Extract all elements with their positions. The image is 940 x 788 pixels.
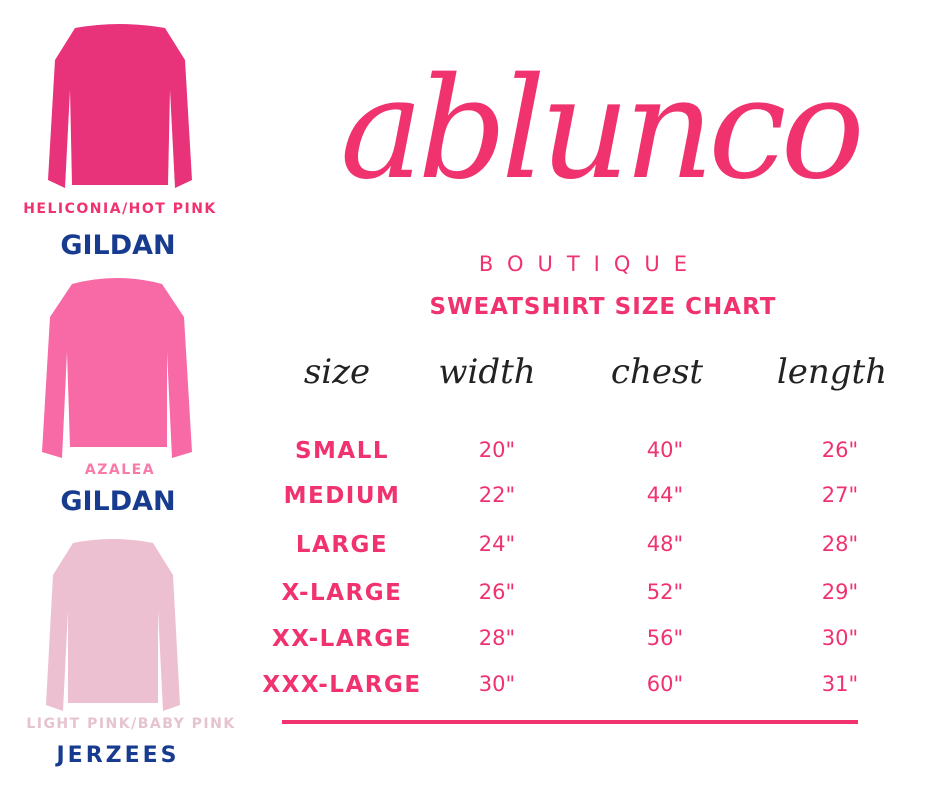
gildan-logo: GILDAN — [60, 486, 176, 517]
ablunco-logo: ablunco — [340, 48, 865, 211]
divider-line — [282, 720, 858, 724]
cell-chest: 60" — [646, 672, 684, 696]
cell-size: XXX-LARGE — [262, 672, 422, 698]
header-width: width — [438, 352, 536, 392]
cell-size: LARGE — [295, 532, 389, 558]
chart-title: SWEATSHIRT SIZE CHART — [429, 294, 777, 320]
cell-chest: 40" — [646, 438, 684, 462]
hot-pink-sweatshirt-image — [48, 24, 192, 188]
color-name-light-pink: LIGHT PINK/BABY PINK — [26, 716, 236, 732]
cell-width: 20" — [478, 438, 516, 462]
cell-length: 27" — [821, 483, 859, 507]
cell-chest: 44" — [646, 483, 684, 507]
cell-chest: 52" — [646, 580, 684, 604]
cell-size: MEDIUM — [283, 483, 401, 509]
cell-width: 28" — [478, 626, 516, 650]
cell-width: 30" — [478, 672, 516, 696]
cell-width: 26" — [478, 580, 516, 604]
cell-chest: 56" — [646, 626, 684, 650]
cell-size: XX-LARGE — [272, 626, 412, 652]
cell-length: 31" — [821, 672, 859, 696]
cell-length: 29" — [821, 580, 859, 604]
header-size: size — [303, 352, 371, 392]
cell-length: 26" — [821, 438, 859, 462]
cell-size: X-LARGE — [281, 580, 403, 606]
azalea-sweatshirt-image — [42, 278, 192, 458]
cell-width: 22" — [478, 483, 516, 507]
light-pink-sweatshirt-image — [46, 539, 180, 711]
gildan-logo: GILDAN — [60, 230, 176, 261]
jerzees-logo: JERZEES — [56, 743, 180, 768]
cell-size: SMALL — [294, 438, 390, 464]
color-name-azalea: AZALEA — [84, 462, 156, 478]
header-chest: chest — [610, 352, 704, 392]
boutique-subtitle: BOUTIQUE — [478, 252, 702, 276]
cell-length: 30" — [821, 626, 859, 650]
color-name-hot-pink: HELICONIA/HOT PINK — [23, 201, 217, 217]
cell-length: 28" — [821, 532, 859, 556]
cell-chest: 48" — [646, 532, 684, 556]
header-length: length — [776, 352, 888, 392]
cell-width: 24" — [478, 532, 516, 556]
